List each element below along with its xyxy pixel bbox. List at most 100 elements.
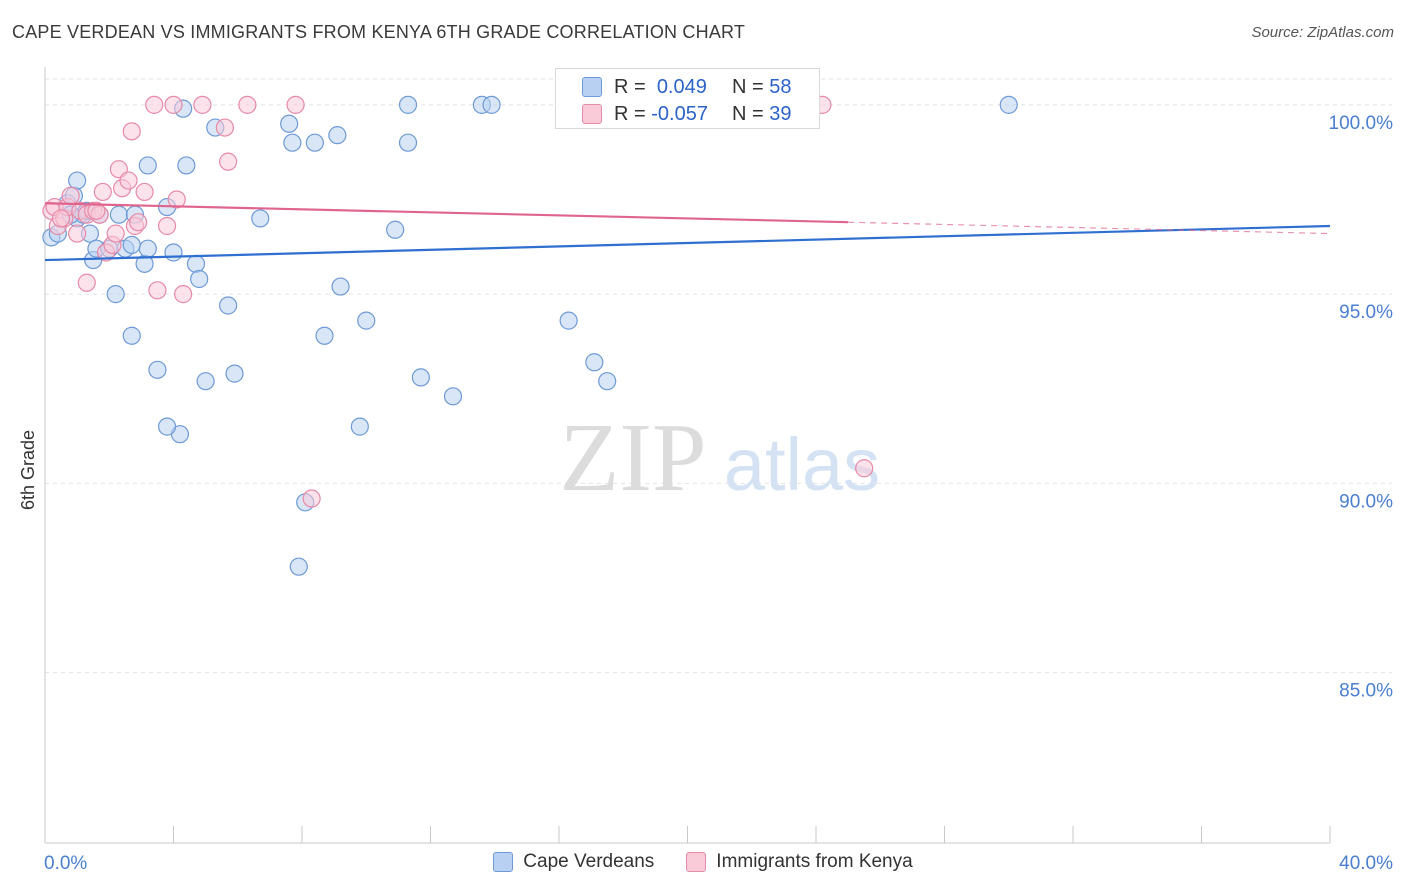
data-point-cape-verdeans [398,95,418,114]
data-point-cape-verdeans [357,311,376,330]
x-tick-label: 40.0% [1339,853,1393,874]
data-point-cape-verdeans [280,114,299,133]
data-point-cape-verdeans [196,372,215,391]
data-point-cape-verdeans [598,372,617,391]
n-label: N = [732,75,764,98]
data-point-cape-verdeans [289,557,308,576]
data-point-cape-verdeans [283,133,302,152]
r-value: 0.049 [656,75,707,98]
data-point-cape-verdeans [331,277,350,296]
legend-row-immigrants-from-kenya: R = -0.057 N = 39 [582,102,792,126]
data-point-cape-verdeans [164,243,183,262]
data-point-cape-verdeans [559,311,578,330]
data-point-immigrants-from-kenya [51,209,71,228]
legend-label: Cape Verdeans [523,851,655,872]
trend-line-cape-verdeans [44,224,1331,262]
data-point-cape-verdeans [315,326,334,345]
data-point-immigrants-from-kenya [119,171,138,190]
legend-swatch-blue [493,852,514,872]
data-point-cape-verdeans [386,220,405,239]
data-point-cape-verdeans [68,171,87,190]
chart-title: CAPE VERDEAN VS IMMIGRANTS FROM KENYA 6T… [12,22,746,42]
x-tick-label: 0.0% [44,853,87,874]
data-point-cape-verdeans [106,285,125,304]
data-point-immigrants-from-kenya [129,213,148,232]
r-label: R = [614,75,646,98]
data-point-cape-verdeans [585,353,604,372]
data-point-immigrants-from-kenya [157,216,177,236]
data-point-immigrants-from-kenya [302,489,321,508]
data-point-immigrants-from-kenya [148,281,167,300]
y-tick-label: 100.0% [1329,113,1394,134]
r-label: R = [614,102,646,125]
watermark-zip: ZIP [560,404,707,512]
data-point-immigrants-from-kenya [93,182,112,202]
data-point-immigrants-from-kenya [164,95,183,114]
data-point-cape-verdeans [411,368,430,387]
data-point-cape-verdeans [138,156,157,175]
n-value: 58 [769,75,792,98]
data-point-immigrants-from-kenya [61,186,80,205]
correlation-legend: R = 0.049 N = 58 R = -0.057 N = 39 [555,68,820,129]
data-point-cape-verdeans [138,239,157,258]
y-tick-label: 90.0% [1339,491,1393,512]
data-point-cape-verdeans [350,417,369,436]
data-point-cape-verdeans [186,254,206,273]
r-value: -0.057 [651,102,708,125]
y-axis-label: 6th Grade [18,430,38,510]
data-point-cape-verdeans [482,95,501,114]
legend-label: Immigrants from Kenya [716,851,913,872]
watermark-atlas: atlas [724,423,880,506]
data-point-cape-verdeans [148,360,167,379]
data-point-cape-verdeans [109,205,128,224]
series-cape-verdeans [42,95,1018,576]
data-point-immigrants-from-kenya [855,459,874,478]
tick-labels: 100.0% 95.0% 90.0% 85.0% 0.0% 40.0% [44,113,1393,874]
data-point-immigrants-from-kenya [106,224,125,243]
data-point-cape-verdeans [225,364,244,383]
data-point-immigrants-from-kenya [238,95,257,114]
data-point-immigrants-from-kenya [122,122,141,141]
axes [44,67,1331,844]
trend-lines [44,202,1331,262]
data-point-cape-verdeans [177,156,196,175]
data-point-cape-verdeans [190,269,209,289]
data-point-cape-verdeans [999,95,1018,114]
watermark: ZIP atlas [560,404,881,512]
gridlines [45,78,1392,674]
legend-row-cape-verdeans: R = 0.049 N = 58 [582,75,792,99]
data-point-immigrants-from-kenya [87,201,106,220]
data-point-immigrants-from-kenya [167,190,186,209]
data-point-immigrants-from-kenya [68,224,87,243]
n-label: N = [732,102,764,125]
data-point-immigrants-from-kenya [286,95,305,114]
data-point-cape-verdeans [328,126,347,145]
data-point-cape-verdeans [305,133,324,152]
source-label[interactable]: Source: ZipAtlas.com [1251,24,1394,41]
data-point-cape-verdeans [122,326,141,345]
data-point-immigrants-from-kenya [193,95,212,114]
data-point-immigrants-from-kenya [174,285,193,304]
trend-line-immigrants-from-kenya [44,202,849,224]
legend-item-immigrants-from-kenya[interactable]: Immigrants from Kenya [686,851,913,873]
legend-swatch-blue [582,77,602,97]
n-value: 39 [769,102,792,125]
data-point-immigrants-from-kenya [145,95,164,114]
data-point-immigrants-from-kenya [215,118,234,137]
data-point-immigrants-from-kenya [219,152,238,171]
legend-swatch-pink [582,104,602,124]
data-point-cape-verdeans [122,235,141,255]
data-point-cape-verdeans [157,417,177,436]
series-legend: Cape Verdeans Immigrants from Kenya [0,851,1406,873]
data-point-immigrants-from-kenya [135,182,154,202]
data-point-immigrants-from-kenya [77,273,96,292]
legend-swatch-pink [686,852,707,872]
data-point-cape-verdeans [443,387,463,406]
trend-line-extension-immigrants-from-kenya [848,221,1331,235]
data-point-cape-verdeans [219,296,238,315]
data-point-cape-verdeans [251,209,270,228]
data-point-cape-verdeans [398,133,418,152]
legend-item-cape-verdeans[interactable]: Cape Verdeans [493,851,654,873]
y-tick-label: 95.0% [1339,302,1393,323]
